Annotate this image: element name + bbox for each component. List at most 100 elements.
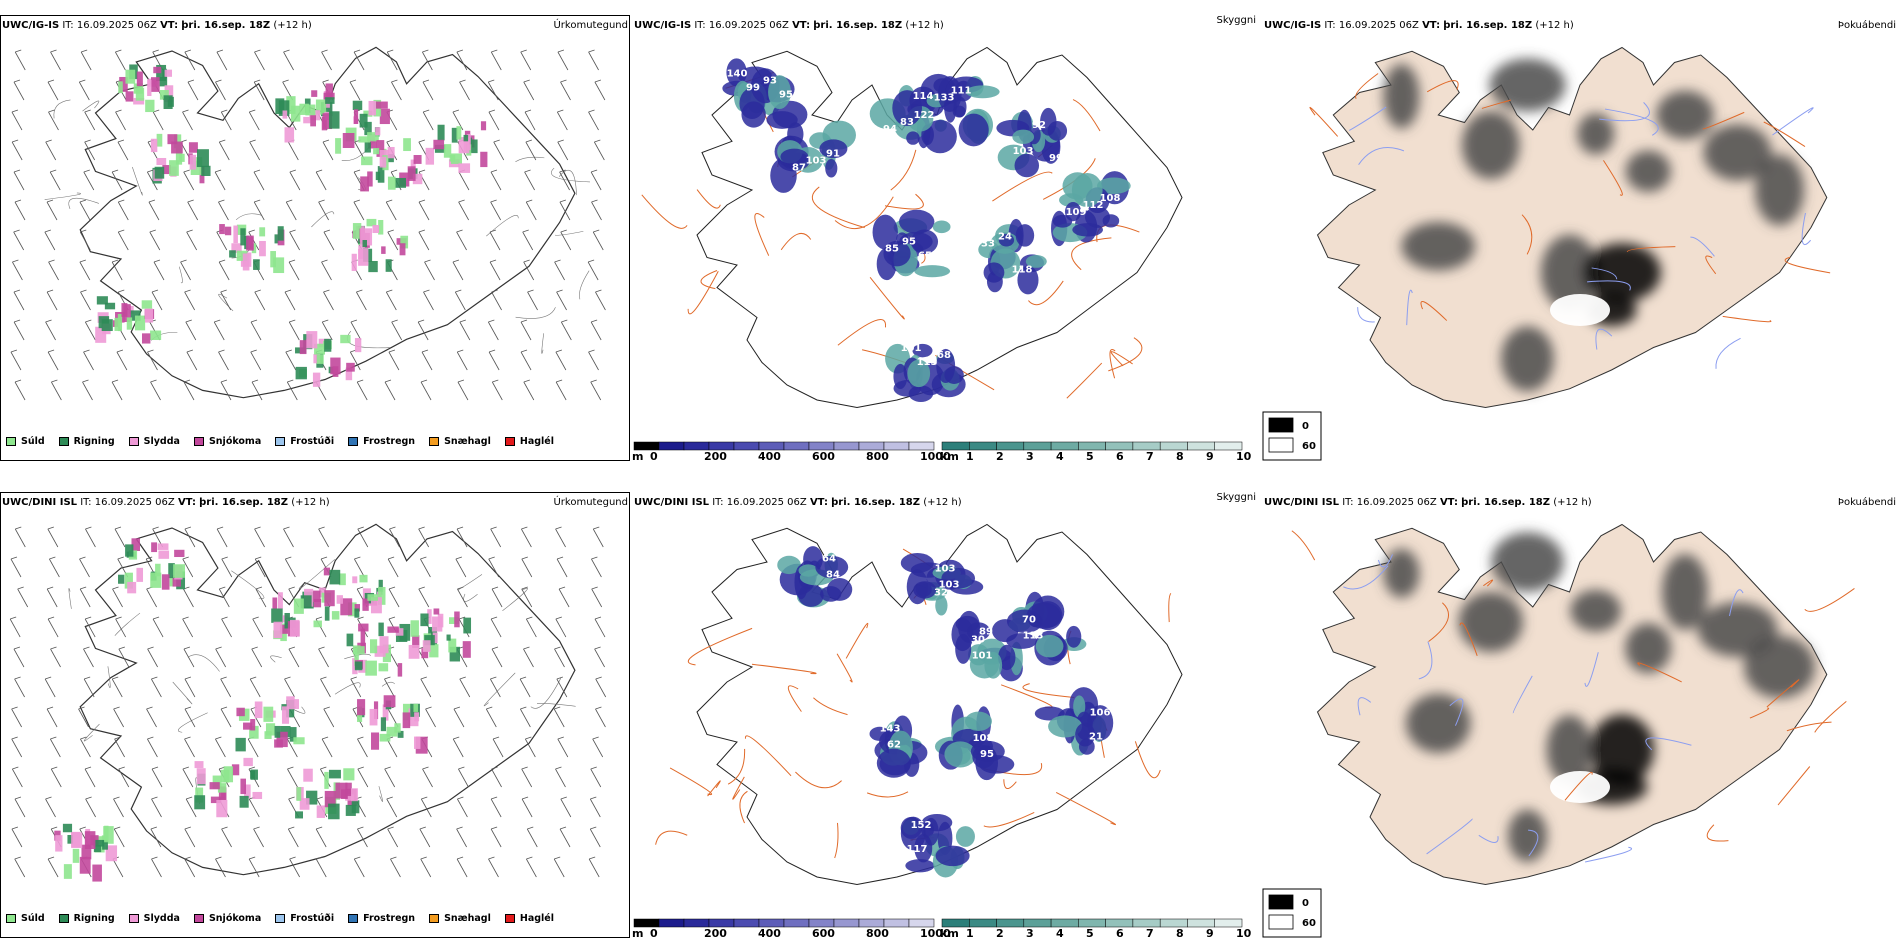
wind-barb [523, 259, 535, 281]
wind-barb [46, 199, 58, 221]
legend-label: Haglél [519, 913, 554, 924]
precip-cell [364, 142, 371, 153]
cloud-cell [819, 139, 848, 159]
wind-barb [80, 736, 91, 758]
visibility-colorbar: km 1 2 3 4 5 6 7 8 9 10 [940, 918, 1252, 940]
wind-barb [323, 229, 335, 251]
precip-cell [378, 622, 384, 637]
colorbar-segment [833, 441, 860, 451]
precip-cell [367, 171, 373, 187]
wind-barb [488, 556, 500, 578]
wind-barb [84, 139, 96, 161]
wind-barb [185, 796, 197, 818]
precip-cell [357, 699, 366, 716]
wind-barb [318, 199, 329, 221]
fog-cell [1625, 150, 1671, 193]
wind-barb [560, 79, 571, 101]
legend-item: Frostúði [275, 913, 334, 924]
wind-barb [353, 49, 365, 71]
precip-cell [359, 574, 368, 583]
wind-barb [249, 676, 261, 698]
road [1134, 741, 1161, 779]
wind-barb [254, 49, 265, 71]
fog-index-panel: 0 60 UWC/DINI ISL IT: 16.09.2025 06Z VT: … [1262, 477, 1900, 947]
cloud-cell [815, 555, 849, 579]
colorbar-tick: 800 [866, 927, 889, 940]
wind-barb [14, 526, 26, 548]
wind-barb [356, 379, 368, 401]
precip-cell [372, 225, 380, 234]
precip-cell [196, 768, 206, 785]
legend-swatch [348, 437, 359, 446]
wind-barb [323, 706, 335, 728]
road [1564, 771, 1593, 801]
wind-barb [47, 526, 59, 548]
river [1801, 212, 1811, 246]
wind-barb [527, 289, 538, 311]
road [1291, 530, 1316, 561]
wind-barb [490, 49, 502, 71]
wind-barb [85, 526, 96, 548]
precip-cell [121, 303, 128, 317]
wind-barb [85, 796, 96, 818]
precip-cell [79, 856, 91, 874]
wind-barb [456, 49, 468, 71]
river [1357, 307, 1375, 323]
colorbar-segment [708, 918, 735, 928]
river [1587, 280, 1631, 291]
road [1355, 73, 1379, 100]
wind-barb [458, 766, 469, 788]
cloud-cell [907, 359, 931, 388]
colorbar-tick: 600 [812, 450, 835, 463]
wind-barb [384, 379, 396, 401]
precip-cell [209, 782, 220, 790]
cloud-height-label: 103 [939, 580, 960, 591]
precip-cell [299, 103, 309, 115]
road [727, 748, 746, 785]
colorbar-segment [996, 441, 1025, 451]
wind-barb [283, 526, 294, 548]
precip-cell [378, 219, 384, 235]
region-border [378, 786, 383, 802]
precip-cell [345, 804, 356, 816]
fog-legend: 0 60 [1262, 411, 1322, 461]
wind-barb [557, 736, 569, 758]
precip-cell [282, 110, 288, 119]
wind-barb [457, 796, 468, 818]
precip-cell [397, 663, 403, 677]
precip-cell [320, 102, 333, 117]
cloud-height-label: 143 [880, 724, 901, 735]
wind-barb [14, 199, 26, 221]
wind-barb [321, 319, 333, 341]
region-border [346, 330, 391, 349]
precip-cell [161, 574, 170, 590]
road [1072, 99, 1101, 132]
wind-barb [385, 289, 397, 311]
precip-cell [81, 844, 92, 860]
coastline [79, 46, 576, 399]
wind-barb [13, 169, 25, 191]
road [751, 663, 817, 675]
precip-cell [264, 731, 272, 739]
wind-barb [421, 349, 433, 371]
road [787, 685, 802, 712]
precip-cell [158, 550, 170, 559]
cloud-height-label: 122 [914, 110, 935, 121]
wind-barb [452, 259, 464, 281]
fog-cell [1501, 326, 1554, 392]
wind-barb [11, 766, 23, 788]
fog-cell [1661, 554, 1709, 630]
river [1599, 102, 1650, 122]
cloud-cell [1072, 223, 1103, 237]
precip-cell [394, 177, 407, 188]
precip-cell [280, 725, 291, 738]
precip-cell [379, 108, 390, 125]
wind-barb [115, 616, 126, 638]
map-header: UWC/IG-IS IT: 16.09.2025 06Z VT: þri. 16… [1264, 20, 1574, 31]
wind-barb [289, 856, 300, 878]
cloud-height-label: 109 [1066, 207, 1087, 218]
precip-cell [151, 77, 160, 92]
precip-cell [243, 722, 253, 730]
colorbar-tick: 9 [1206, 450, 1214, 463]
road [641, 194, 688, 229]
